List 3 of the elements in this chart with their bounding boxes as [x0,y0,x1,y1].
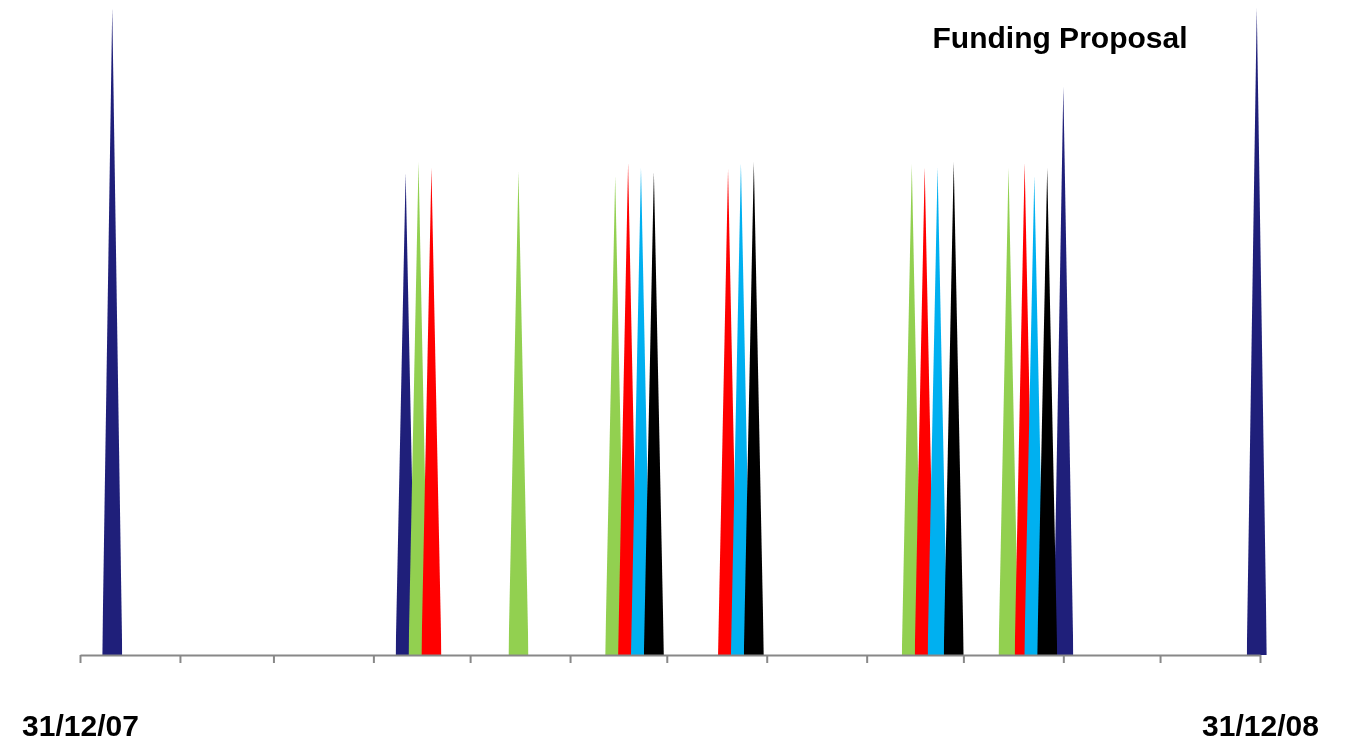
x-tick-label: 31/12/07 [22,709,139,743]
x-tick-label: 31/12/08 [1202,709,1319,743]
annotation: Funding Proposal [932,21,1188,54]
